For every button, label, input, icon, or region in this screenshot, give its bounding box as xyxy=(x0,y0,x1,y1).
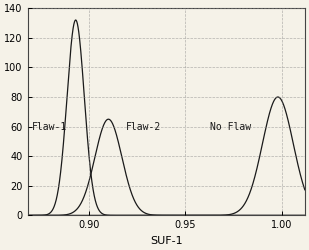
Text: Flaw-2: Flaw-2 xyxy=(126,122,161,132)
Text: No Flaw: No Flaw xyxy=(210,122,252,132)
X-axis label: SUF-1: SUF-1 xyxy=(150,236,183,246)
Text: Flaw-1: Flaw-1 xyxy=(32,122,67,132)
